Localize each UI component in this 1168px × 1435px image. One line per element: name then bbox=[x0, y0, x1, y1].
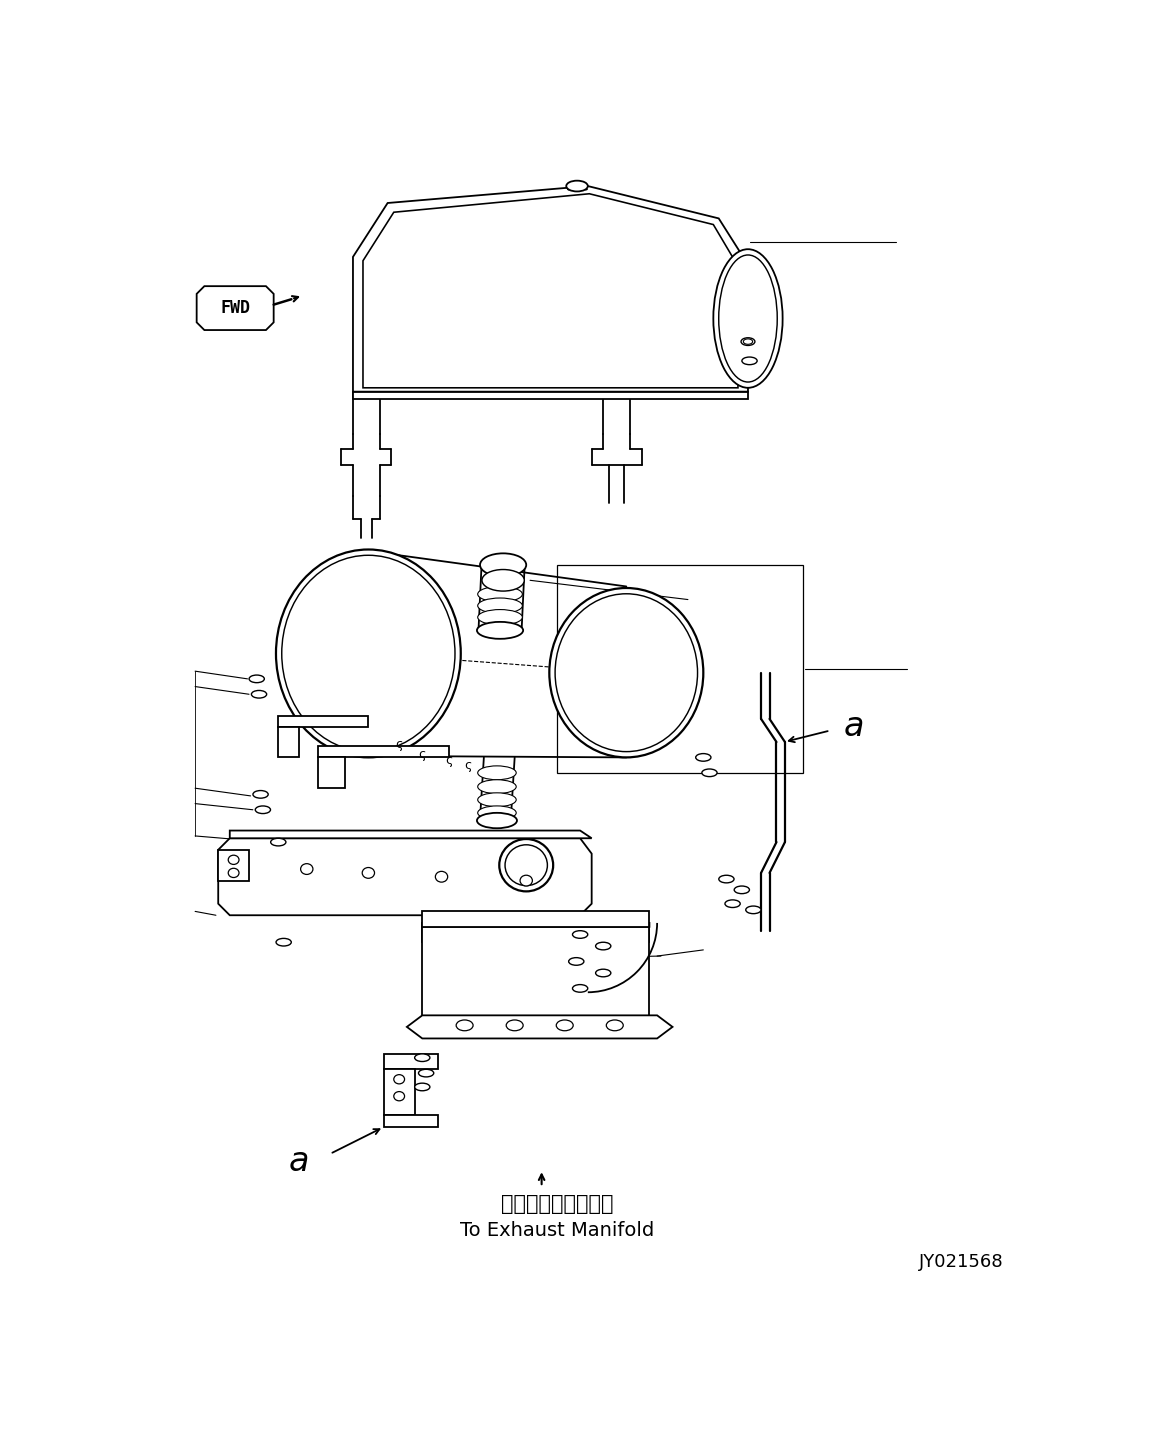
Ellipse shape bbox=[480, 554, 527, 577]
Ellipse shape bbox=[253, 791, 269, 798]
Ellipse shape bbox=[741, 337, 755, 346]
Ellipse shape bbox=[596, 943, 611, 950]
Text: a: a bbox=[843, 710, 863, 743]
Ellipse shape bbox=[742, 357, 757, 364]
Ellipse shape bbox=[482, 570, 524, 591]
Ellipse shape bbox=[478, 806, 516, 819]
Ellipse shape bbox=[281, 555, 456, 752]
Ellipse shape bbox=[228, 855, 239, 864]
Text: ς: ς bbox=[418, 748, 426, 761]
Ellipse shape bbox=[549, 588, 703, 758]
Ellipse shape bbox=[362, 868, 375, 878]
Text: To Exhaust Manifold: To Exhaust Manifold bbox=[460, 1221, 654, 1240]
Ellipse shape bbox=[418, 1069, 433, 1076]
Polygon shape bbox=[230, 831, 592, 838]
Ellipse shape bbox=[478, 792, 516, 806]
Ellipse shape bbox=[606, 1020, 624, 1030]
Ellipse shape bbox=[249, 674, 264, 683]
Ellipse shape bbox=[477, 812, 517, 828]
Polygon shape bbox=[319, 746, 450, 758]
Text: ς: ς bbox=[395, 738, 403, 751]
Polygon shape bbox=[384, 1069, 415, 1115]
Ellipse shape bbox=[743, 339, 752, 344]
Ellipse shape bbox=[735, 885, 750, 894]
Polygon shape bbox=[218, 850, 249, 881]
Polygon shape bbox=[384, 1053, 438, 1069]
Ellipse shape bbox=[478, 766, 516, 779]
Ellipse shape bbox=[300, 864, 313, 874]
Ellipse shape bbox=[251, 690, 266, 697]
Text: ς: ς bbox=[465, 759, 472, 772]
Ellipse shape bbox=[506, 1020, 523, 1030]
Polygon shape bbox=[384, 1115, 438, 1126]
Polygon shape bbox=[278, 716, 368, 726]
Polygon shape bbox=[423, 927, 649, 943]
Ellipse shape bbox=[477, 621, 523, 639]
Polygon shape bbox=[353, 187, 748, 392]
Polygon shape bbox=[423, 911, 649, 927]
Ellipse shape bbox=[718, 255, 777, 382]
Ellipse shape bbox=[415, 1053, 430, 1062]
Polygon shape bbox=[363, 194, 738, 387]
Text: 排気マニホールドへ: 排気マニホールドへ bbox=[501, 1194, 613, 1214]
Text: ς: ς bbox=[445, 753, 453, 766]
Ellipse shape bbox=[566, 181, 588, 191]
Polygon shape bbox=[196, 286, 273, 330]
Ellipse shape bbox=[256, 806, 271, 814]
Ellipse shape bbox=[745, 905, 762, 914]
Ellipse shape bbox=[276, 550, 460, 758]
Ellipse shape bbox=[394, 1092, 404, 1101]
Polygon shape bbox=[218, 838, 592, 916]
Ellipse shape bbox=[394, 1075, 404, 1083]
Text: FWD: FWD bbox=[220, 300, 250, 317]
Ellipse shape bbox=[718, 875, 734, 883]
Ellipse shape bbox=[499, 839, 554, 891]
Ellipse shape bbox=[478, 587, 522, 601]
Polygon shape bbox=[423, 923, 649, 1027]
Polygon shape bbox=[319, 758, 346, 788]
Polygon shape bbox=[406, 1016, 673, 1039]
Ellipse shape bbox=[478, 598, 522, 613]
Ellipse shape bbox=[572, 931, 588, 938]
Polygon shape bbox=[557, 565, 804, 773]
Text: a: a bbox=[288, 1145, 310, 1178]
Ellipse shape bbox=[556, 1020, 573, 1030]
Ellipse shape bbox=[702, 769, 717, 776]
Ellipse shape bbox=[696, 753, 711, 761]
Ellipse shape bbox=[572, 984, 588, 992]
Ellipse shape bbox=[505, 845, 548, 885]
Ellipse shape bbox=[569, 957, 584, 966]
Ellipse shape bbox=[276, 938, 291, 946]
Ellipse shape bbox=[478, 610, 522, 626]
Ellipse shape bbox=[725, 900, 741, 907]
Ellipse shape bbox=[714, 250, 783, 387]
Polygon shape bbox=[353, 392, 748, 399]
Ellipse shape bbox=[478, 779, 516, 794]
Ellipse shape bbox=[520, 875, 533, 885]
Ellipse shape bbox=[596, 969, 611, 977]
Ellipse shape bbox=[271, 838, 286, 845]
Ellipse shape bbox=[436, 871, 447, 883]
Text: JY021568: JY021568 bbox=[919, 1253, 1003, 1271]
Polygon shape bbox=[278, 726, 299, 758]
Ellipse shape bbox=[415, 1083, 430, 1091]
Ellipse shape bbox=[555, 594, 697, 752]
Ellipse shape bbox=[457, 1020, 473, 1030]
Polygon shape bbox=[423, 923, 649, 927]
Ellipse shape bbox=[228, 868, 239, 878]
